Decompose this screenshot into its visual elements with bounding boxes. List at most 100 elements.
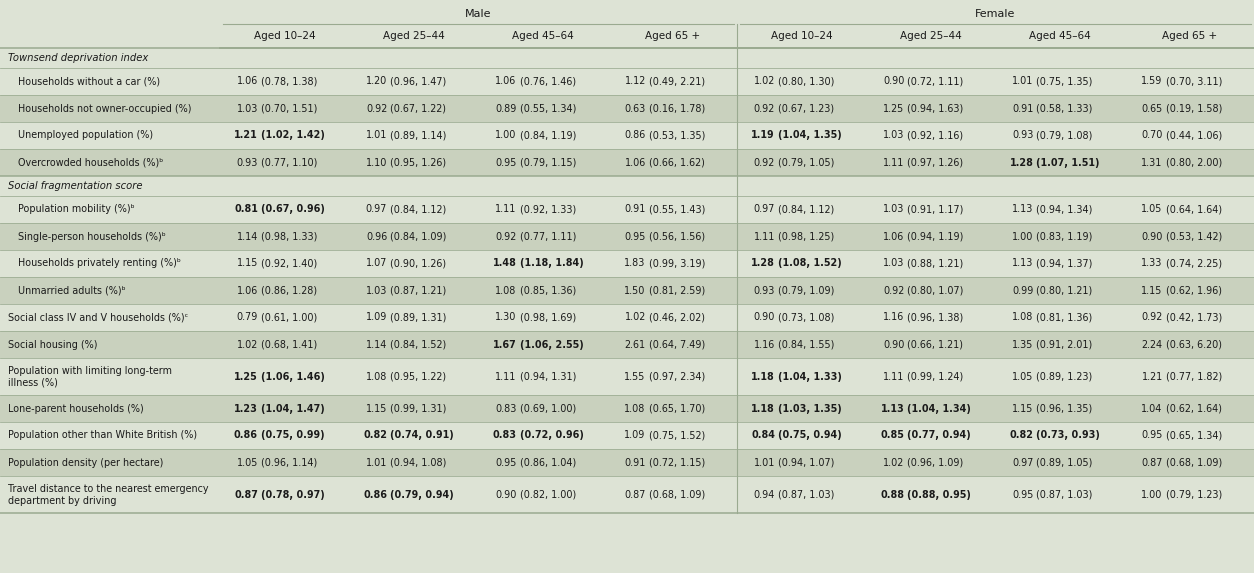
Text: Social fragmentation score: Social fragmentation score — [8, 181, 143, 191]
Text: 0.94: 0.94 — [754, 489, 775, 500]
Text: 1.06: 1.06 — [237, 285, 258, 296]
Text: (0.63, 6.20): (0.63, 6.20) — [1166, 339, 1221, 350]
Text: (0.92, 1.33): (0.92, 1.33) — [519, 205, 576, 214]
Text: (0.44, 1.06): (0.44, 1.06) — [1166, 131, 1221, 140]
Text: (0.90, 1.26): (0.90, 1.26) — [390, 258, 446, 269]
Text: (0.96, 1.47): (0.96, 1.47) — [390, 77, 446, 87]
Text: department by driving: department by driving — [8, 496, 117, 505]
Text: (0.42, 1.73): (0.42, 1.73) — [1166, 312, 1221, 323]
Text: Social class IV and V households (%)ᶜ: Social class IV and V households (%)ᶜ — [8, 312, 188, 323]
Text: (0.65, 1.34): (0.65, 1.34) — [1166, 430, 1221, 441]
Text: Travel distance to the nearest emergency: Travel distance to the nearest emergency — [8, 484, 208, 493]
Text: (0.94, 1.34): (0.94, 1.34) — [1037, 205, 1093, 214]
Text: 1.35: 1.35 — [1012, 339, 1033, 350]
Text: 1.13: 1.13 — [1012, 205, 1033, 214]
Text: (0.64, 7.49): (0.64, 7.49) — [648, 339, 705, 350]
Text: Population with limiting long-term: Population with limiting long-term — [8, 366, 172, 375]
Text: (0.67, 1.22): (0.67, 1.22) — [390, 104, 446, 113]
Text: Male: Male — [465, 9, 492, 19]
Bar — [0, 422, 1254, 449]
Text: (0.72, 1.15): (0.72, 1.15) — [648, 457, 705, 468]
Text: 0.90: 0.90 — [495, 489, 517, 500]
Text: (0.78, 1.38): (0.78, 1.38) — [261, 77, 317, 87]
Text: (0.99, 3.19): (0.99, 3.19) — [648, 258, 705, 269]
Text: (0.86, 1.04): (0.86, 1.04) — [519, 457, 576, 468]
Text: (0.81, 2.59): (0.81, 2.59) — [648, 285, 705, 296]
Text: (0.67, 0.96): (0.67, 0.96) — [261, 205, 325, 214]
Text: (0.97, 2.34): (0.97, 2.34) — [648, 371, 705, 382]
Text: (1.02, 1.42): (1.02, 1.42) — [261, 131, 325, 140]
Text: 1.28: 1.28 — [1009, 158, 1033, 167]
Text: Households not owner-occupied (%): Households not owner-occupied (%) — [18, 104, 192, 113]
Text: 0.87: 0.87 — [624, 489, 646, 500]
Text: 0.93: 0.93 — [1012, 131, 1033, 140]
Text: (0.94, 1.19): (0.94, 1.19) — [907, 231, 963, 241]
Text: illness (%): illness (%) — [8, 378, 58, 387]
Text: (0.69, 1.00): (0.69, 1.00) — [519, 403, 576, 414]
Text: 1.01: 1.01 — [366, 457, 387, 468]
Text: 1.09: 1.09 — [624, 430, 646, 441]
Text: (0.80, 1.30): (0.80, 1.30) — [777, 77, 834, 87]
Text: (0.94, 1.37): (0.94, 1.37) — [1037, 258, 1093, 269]
Text: 0.90: 0.90 — [754, 312, 775, 323]
Text: 0.91: 0.91 — [1012, 104, 1033, 113]
Text: (0.77, 1.82): (0.77, 1.82) — [1166, 371, 1221, 382]
Text: 0.82: 0.82 — [1009, 430, 1033, 441]
Text: (0.91, 1.17): (0.91, 1.17) — [907, 205, 963, 214]
Text: (0.87, 1.21): (0.87, 1.21) — [390, 285, 446, 296]
Text: Aged 65 +: Aged 65 + — [645, 31, 700, 41]
Text: (0.75, 0.99): (0.75, 0.99) — [261, 430, 325, 441]
Text: 0.87: 0.87 — [234, 489, 258, 500]
Text: (1.06, 1.46): (1.06, 1.46) — [261, 371, 325, 382]
Text: 2.24: 2.24 — [1141, 339, 1162, 350]
Text: 1.05: 1.05 — [1141, 205, 1162, 214]
Text: 2.61: 2.61 — [624, 339, 646, 350]
Text: Townsend deprivation index: Townsend deprivation index — [8, 53, 148, 63]
Text: (0.98, 1.25): (0.98, 1.25) — [777, 231, 834, 241]
Text: 1.10: 1.10 — [366, 158, 387, 167]
Text: (0.68, 1.41): (0.68, 1.41) — [261, 339, 317, 350]
Text: 1.02: 1.02 — [754, 77, 775, 87]
Text: 1.06: 1.06 — [624, 158, 646, 167]
Text: (0.99, 1.24): (0.99, 1.24) — [907, 371, 963, 382]
Text: (0.64, 1.64): (0.64, 1.64) — [1166, 205, 1221, 214]
Text: (0.91, 2.01): (0.91, 2.01) — [1037, 339, 1092, 350]
Text: 1.08: 1.08 — [366, 371, 387, 382]
Text: 0.97: 0.97 — [754, 205, 775, 214]
Text: 0.70: 0.70 — [1141, 131, 1162, 140]
Text: Overcrowded households (%)ᵇ: Overcrowded households (%)ᵇ — [18, 158, 163, 167]
Text: 1.50: 1.50 — [624, 285, 646, 296]
Text: (0.74, 0.91): (0.74, 0.91) — [390, 430, 454, 441]
Text: (0.97, 1.26): (0.97, 1.26) — [907, 158, 963, 167]
Text: 0.92: 0.92 — [366, 104, 387, 113]
Text: (0.87, 1.03): (0.87, 1.03) — [777, 489, 834, 500]
Text: (0.95, 1.22): (0.95, 1.22) — [390, 371, 446, 382]
Bar — [0, 304, 1254, 331]
Text: 1.03: 1.03 — [366, 285, 387, 296]
Text: 1.19: 1.19 — [751, 131, 775, 140]
Text: (0.80, 1.21): (0.80, 1.21) — [1037, 285, 1092, 296]
Text: 1.03: 1.03 — [237, 104, 258, 113]
Text: 0.90: 0.90 — [883, 77, 904, 87]
Text: (0.49, 2.21): (0.49, 2.21) — [648, 77, 705, 87]
Text: (0.80, 2.00): (0.80, 2.00) — [1166, 158, 1221, 167]
Bar — [0, 68, 1254, 95]
Text: 0.93: 0.93 — [754, 285, 775, 296]
Text: 0.95: 0.95 — [624, 231, 646, 241]
Text: 0.96: 0.96 — [366, 231, 387, 241]
Text: 0.95: 0.95 — [1012, 489, 1033, 500]
Text: 1.03: 1.03 — [883, 205, 904, 214]
Text: Aged 10–24: Aged 10–24 — [771, 31, 833, 41]
Bar — [0, 358, 1254, 395]
Text: 1.00: 1.00 — [495, 131, 517, 140]
Text: (0.62, 1.64): (0.62, 1.64) — [1166, 403, 1221, 414]
Text: 0.91: 0.91 — [624, 457, 646, 468]
Text: Aged 25–44: Aged 25–44 — [900, 31, 962, 41]
Text: 1.02: 1.02 — [237, 339, 258, 350]
Text: Aged 45–64: Aged 45–64 — [1030, 31, 1091, 41]
Text: (0.82, 1.00): (0.82, 1.00) — [519, 489, 576, 500]
Text: 1.83: 1.83 — [624, 258, 646, 269]
Text: (0.78, 0.97): (0.78, 0.97) — [261, 489, 325, 500]
Text: (0.73, 1.08): (0.73, 1.08) — [777, 312, 834, 323]
Text: 1.08: 1.08 — [624, 403, 646, 414]
